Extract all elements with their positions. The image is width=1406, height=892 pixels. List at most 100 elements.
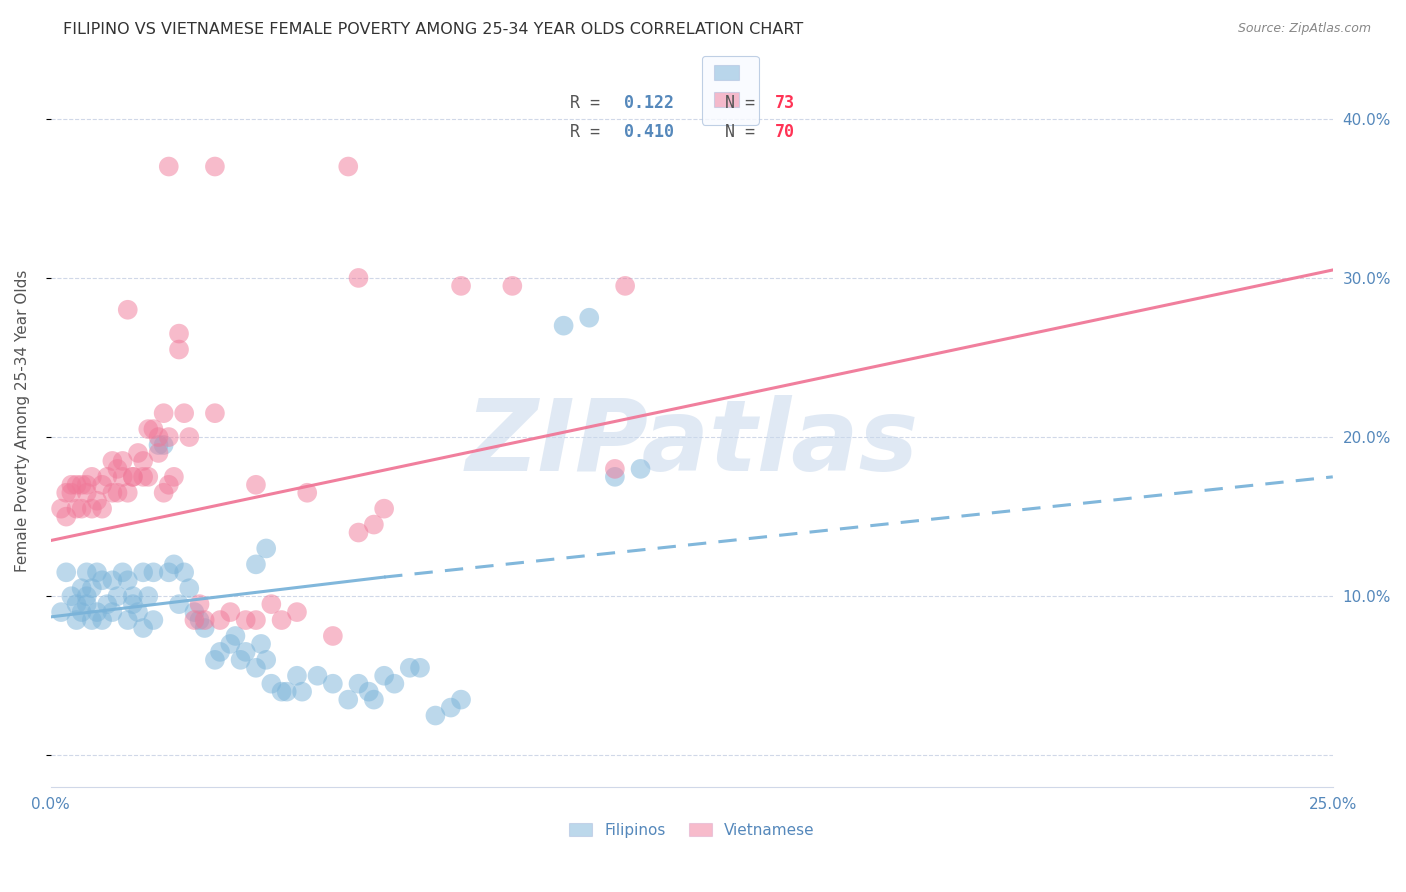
Point <box>132 454 155 468</box>
Point <box>245 661 267 675</box>
Point <box>347 525 370 540</box>
Point <box>322 629 344 643</box>
Text: 73: 73 <box>775 94 796 112</box>
Point <box>167 343 190 357</box>
Point <box>91 477 114 491</box>
Text: 0.410: 0.410 <box>624 123 673 141</box>
Point <box>117 613 139 627</box>
Point <box>86 566 108 580</box>
Point <box>70 581 93 595</box>
Point <box>614 278 637 293</box>
Point <box>188 597 211 611</box>
Point <box>260 676 283 690</box>
Point <box>65 613 87 627</box>
Point <box>76 485 98 500</box>
Point <box>209 645 232 659</box>
Point <box>204 406 226 420</box>
Point <box>235 645 257 659</box>
Point <box>285 605 308 619</box>
Point <box>425 708 447 723</box>
Point <box>270 684 292 698</box>
Point <box>86 493 108 508</box>
Point <box>76 477 98 491</box>
Point <box>111 470 134 484</box>
Point <box>291 684 314 698</box>
Point <box>132 621 155 635</box>
Point <box>65 501 87 516</box>
Point <box>183 613 205 627</box>
Point <box>107 462 129 476</box>
Point <box>260 597 283 611</box>
Point <box>132 470 155 484</box>
Point <box>142 613 165 627</box>
Legend: Filipinos, Vietnamese: Filipinos, Vietnamese <box>561 815 823 846</box>
Point <box>117 574 139 588</box>
Point <box>55 509 77 524</box>
Text: N =: N = <box>704 123 765 141</box>
Point <box>80 470 103 484</box>
Point <box>127 446 149 460</box>
Point <box>219 637 242 651</box>
Point <box>204 160 226 174</box>
Point <box>501 278 523 293</box>
Point <box>347 676 370 690</box>
Point <box>384 676 406 690</box>
Point <box>55 485 77 500</box>
Point <box>101 485 124 500</box>
Point <box>152 438 174 452</box>
Point <box>136 422 159 436</box>
Point <box>254 541 277 556</box>
Point <box>80 613 103 627</box>
Point <box>285 669 308 683</box>
Point <box>91 574 114 588</box>
Point <box>276 684 298 698</box>
Point <box>194 621 217 635</box>
Point <box>142 566 165 580</box>
Point <box>127 605 149 619</box>
Point <box>409 661 432 675</box>
Point <box>157 160 180 174</box>
Point <box>373 669 395 683</box>
Point <box>49 501 72 516</box>
Point <box>136 589 159 603</box>
Point <box>107 589 129 603</box>
Point <box>398 661 420 675</box>
Point <box>122 589 145 603</box>
Text: Source: ZipAtlas.com: Source: ZipAtlas.com <box>1237 22 1371 36</box>
Point <box>152 406 174 420</box>
Point <box>163 558 186 572</box>
Point <box>163 470 186 484</box>
Point <box>245 477 267 491</box>
Point <box>224 629 246 643</box>
Point <box>167 326 190 341</box>
Point <box>117 485 139 500</box>
Point <box>80 501 103 516</box>
Point <box>347 271 370 285</box>
Point <box>60 477 83 491</box>
Point <box>91 501 114 516</box>
Point <box>194 613 217 627</box>
Point <box>148 430 170 444</box>
Point <box>337 692 360 706</box>
Point <box>70 501 93 516</box>
Point <box>297 485 319 500</box>
Point <box>152 485 174 500</box>
Point <box>209 613 232 627</box>
Text: ZIPatlas: ZIPatlas <box>465 394 918 491</box>
Text: 0.122: 0.122 <box>624 94 673 112</box>
Point <box>179 581 201 595</box>
Point <box>70 477 93 491</box>
Point <box>86 605 108 619</box>
Point <box>55 566 77 580</box>
Point <box>157 566 180 580</box>
Point <box>204 653 226 667</box>
Point <box>49 605 72 619</box>
Point <box>229 653 252 667</box>
Point <box>111 454 134 468</box>
Point <box>322 676 344 690</box>
Point <box>96 597 118 611</box>
Point <box>219 605 242 619</box>
Point <box>122 470 145 484</box>
Point <box>60 589 83 603</box>
Point <box>235 613 257 627</box>
